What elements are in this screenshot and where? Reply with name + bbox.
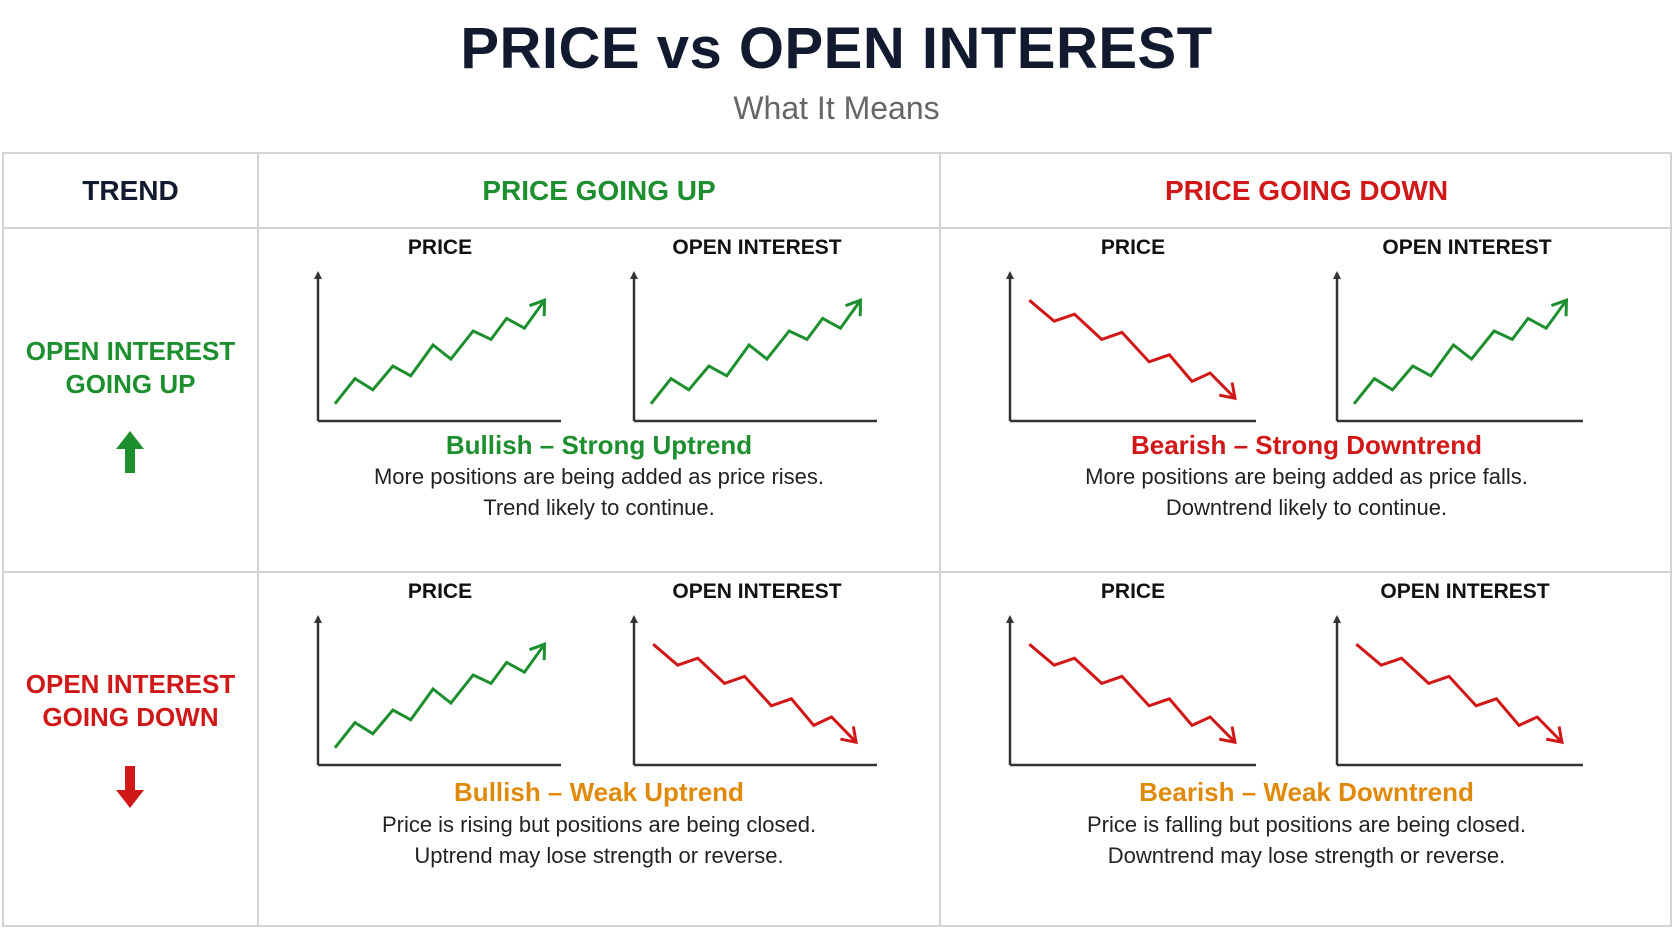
- y-axis-arrowhead: [1006, 615, 1014, 623]
- description-line: More positions are being added as price …: [373, 464, 825, 489]
- cell-title: Bullish – Strong Uptrend: [445, 430, 753, 460]
- grid-divider: [4, 571, 1670, 573]
- cell-description: Price is falling but positions are being…: [941, 809, 1672, 871]
- price-chart: [1006, 271, 1256, 423]
- panel-label-price: PRICE: [1100, 580, 1166, 603]
- arrow-down-icon: [1545, 726, 1564, 745]
- arrow-down-icon: [116, 766, 144, 808]
- cell-description: More positions are being added as price …: [941, 461, 1672, 523]
- arrow-down-icon: [1218, 382, 1237, 401]
- column-header-trend: TREND: [82, 174, 179, 206]
- price-chart: [314, 271, 561, 423]
- page-subtitle: What It Means: [733, 90, 940, 126]
- price-chart: [1006, 615, 1256, 767]
- column-header-price-down: PRICE GOING DOWN: [1164, 174, 1449, 206]
- y-axis-arrowhead: [1333, 615, 1341, 623]
- open-interest-chart: [1333, 615, 1583, 767]
- trend-line-down: [652, 643, 858, 744]
- description-line: More positions are being added as price …: [1085, 464, 1528, 489]
- grid-divider: [257, 154, 259, 925]
- row-label-line: GOING DOWN: [42, 702, 219, 732]
- panel-label-open-interest: OPEN INTEREST: [1380, 580, 1550, 603]
- y-axis-arrowhead: [314, 271, 322, 279]
- panel-label-open-interest: OPEN INTEREST: [672, 236, 842, 259]
- y-axis-arrowhead: [630, 615, 638, 623]
- panel-label-open-interest: OPEN INTEREST: [672, 580, 842, 603]
- y-axis-arrowhead: [1333, 271, 1341, 279]
- row-label-line: OPEN INTEREST: [25, 336, 236, 366]
- description-line: Price is rising but positions are being …: [381, 812, 817, 837]
- column-header-price-up: PRICE GOING UP: [482, 174, 716, 206]
- arrow-up-icon: [1550, 298, 1569, 317]
- open-interest-chart: [1333, 271, 1583, 423]
- panel-label-price: PRICE: [407, 580, 473, 603]
- panel-label-price: PRICE: [1100, 236, 1166, 259]
- arrow-down-icon: [1218, 726, 1237, 745]
- grid-divider: [4, 227, 1670, 229]
- description-line: Uptrend may lose strength or reverse.: [414, 843, 784, 868]
- price-chart: [314, 615, 561, 767]
- panel-label-open-interest: OPEN INTEREST: [1382, 236, 1552, 259]
- open-interest-chart: [630, 615, 877, 767]
- arrow-up-icon: [528, 298, 547, 317]
- comparison-table: TREND PRICE GOING UP PRICE GOING DOWN OP…: [2, 152, 1672, 927]
- cell-title: Bearish – Strong Downtrend: [1130, 430, 1483, 460]
- trend-line-up: [333, 299, 546, 405]
- row-label-line: GOING UP: [65, 369, 196, 399]
- open-interest-chart: [630, 271, 877, 423]
- arrow-down-icon: [840, 726, 858, 745]
- description-line: Downtrend may lose strength or reverse.: [1107, 843, 1506, 868]
- description-line: Price is falling but positions are being…: [1086, 812, 1527, 837]
- arrow-up-icon: [116, 431, 144, 473]
- trend-line-up: [649, 299, 862, 405]
- cell-description: More positions are being added as price …: [259, 461, 939, 523]
- cell-description: Price is rising but positions are being …: [259, 809, 939, 871]
- trend-line-down: [1028, 299, 1237, 400]
- cell-title: Bearish – Weak Downtrend: [1139, 777, 1474, 807]
- arrow-up-icon: [528, 642, 547, 661]
- page-title: PRICE vs OPEN INTEREST: [460, 16, 1213, 81]
- row-label-oi-down: OPEN INTEREST GOING DOWN: [4, 668, 257, 734]
- cell-title: Bullish – Weak Uptrend: [454, 777, 744, 807]
- y-axis-arrowhead: [314, 615, 322, 623]
- row-label-line: OPEN INTEREST: [25, 669, 236, 699]
- panel-label-price: PRICE: [407, 236, 473, 259]
- description-line: Downtrend likely to continue.: [1165, 495, 1448, 520]
- description-line: Trend likely to continue.: [483, 495, 715, 520]
- grid-divider: [939, 154, 941, 925]
- trend-line-up: [1352, 299, 1568, 405]
- y-axis-arrowhead: [1006, 271, 1014, 279]
- trend-line-up: [333, 643, 546, 749]
- trend-line-down: [1028, 643, 1237, 744]
- trend-line-down: [1355, 643, 1564, 744]
- arrow-up-icon: [844, 298, 863, 317]
- row-label-oi-up: OPEN INTEREST GOING UP: [4, 335, 257, 401]
- y-axis-arrowhead: [630, 271, 638, 279]
